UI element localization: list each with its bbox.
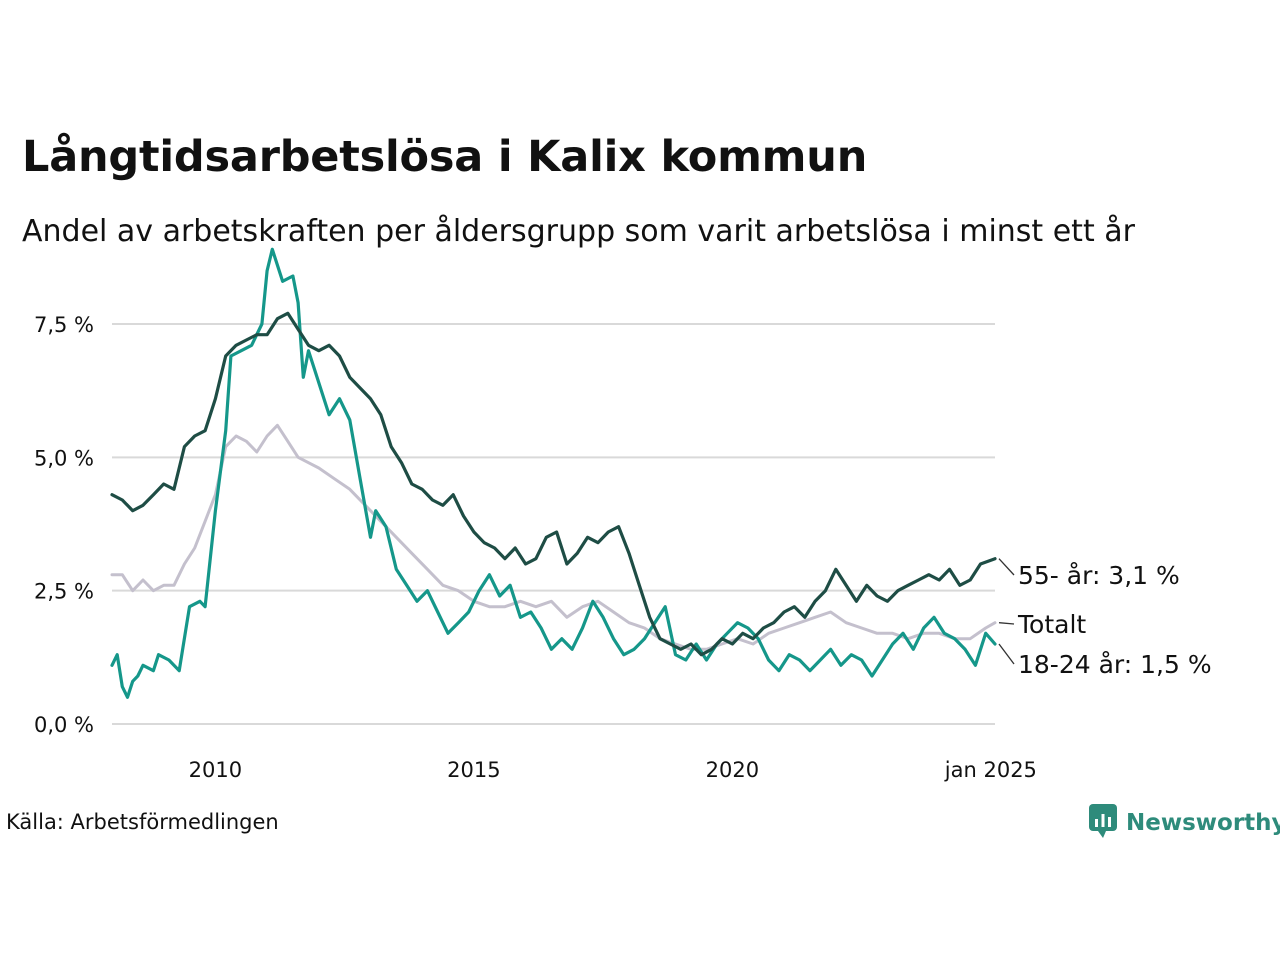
series-label-total: Totalt [1017, 610, 1086, 639]
brand-logo[interactable]: Newsworthy [1088, 803, 1280, 843]
series-labels: Totalt 18-24 år: 1,5 % 55- år: 3,1 % [998, 558, 1212, 679]
y-tick-label: 2,5 % [34, 580, 94, 604]
label-leader-s55 [998, 558, 1015, 576]
x-axis: 2010 2015 2020 jan 2025 [189, 758, 1037, 782]
series-line-total [110, 423, 997, 651]
brand-name: Newsworthy [1126, 810, 1280, 836]
x-tick-label: 2015 [447, 758, 500, 782]
x-tick-label: 2010 [189, 758, 242, 782]
label-leader-total [998, 622, 1015, 625]
chart-title: Långtidsarbetslösa i Kalix kommun [22, 132, 868, 182]
label-leader-s1824 [998, 643, 1015, 665]
y-tick-label: 5,0 % [34, 446, 94, 470]
newsworthy-logo-icon [1088, 803, 1118, 843]
series-label-s1824: 18-24 år: 1,5 % [1018, 650, 1212, 679]
source-note: Källa: Arbetsförmedlingen [6, 810, 279, 834]
y-tick-label: 7,5 % [34, 313, 94, 337]
y-axis: 0,0 % 2,5 % 5,0 % 7,5 % [34, 313, 94, 737]
series-lines [110, 247, 997, 699]
x-tick-label: jan 2025 [944, 758, 1037, 782]
x-tick-label: 2020 [706, 758, 759, 782]
series-line-s1824 [110, 247, 997, 699]
chart-subtitle: Andel av arbetskraften per åldersgrupp s… [22, 214, 1135, 249]
series-label-s55: 55- år: 3,1 % [1018, 561, 1180, 590]
series-line-s55 [110, 311, 997, 657]
y-tick-label: 0,0 % [34, 713, 94, 737]
